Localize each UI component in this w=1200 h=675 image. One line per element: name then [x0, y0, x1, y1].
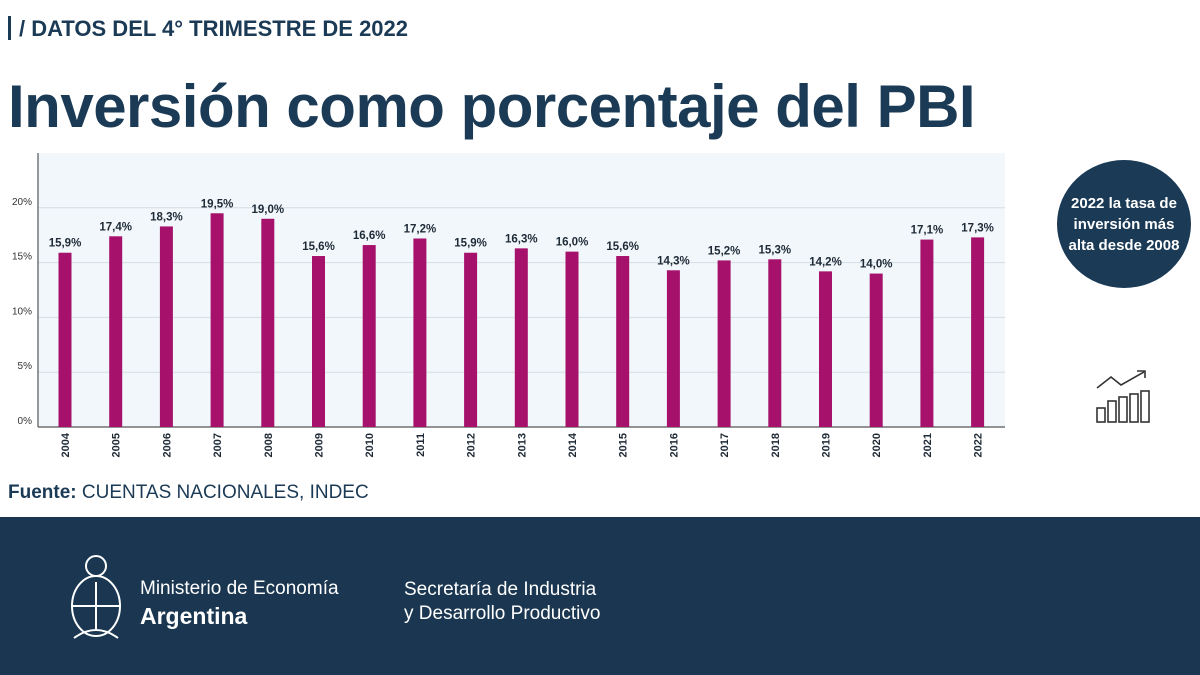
x-tick-label: 2017	[719, 433, 731, 457]
bar-2015	[616, 256, 630, 427]
bar-2008	[261, 218, 275, 427]
x-tick-label: 2022	[973, 433, 985, 457]
bar-2012	[464, 252, 478, 427]
data-label: 15,6%	[302, 241, 335, 253]
kicker-bar	[8, 16, 11, 40]
y-tick-label: 5%	[18, 361, 33, 372]
ministry-country: Argentina	[140, 603, 248, 629]
bar-2007	[210, 213, 224, 427]
data-label: 17,1%	[911, 225, 944, 237]
data-label: 19,5%	[201, 198, 234, 210]
bar-2009	[312, 256, 325, 427]
x-tick-label: 2005	[111, 433, 123, 457]
bar-2019	[819, 271, 832, 427]
growth-chart-icon	[1096, 370, 1150, 423]
secretariat-line1: Secretaría de Industria	[404, 579, 597, 600]
data-label: 16,3%	[505, 233, 538, 245]
source-note: Fuente: CUENTAS NACIONALES, INDEC	[8, 482, 369, 504]
callout-bubble: 2022 la tasa de inversión más alta desde…	[1057, 160, 1191, 288]
x-tick-label: 2009	[314, 433, 326, 457]
x-tick-label: 2021	[922, 433, 934, 457]
source-value: CUENTAS NACIONALES, INDEC	[76, 482, 369, 503]
data-label: 16,6%	[353, 230, 386, 242]
data-label: 17,2%	[404, 223, 437, 235]
ministry-name: Ministerio de Economía	[140, 578, 339, 599]
bar-2011	[413, 238, 427, 427]
x-tick-label: 2016	[668, 433, 680, 457]
x-tick-label: 2013	[516, 433, 528, 457]
data-label: 15,9%	[49, 238, 82, 250]
data-label: 17,4%	[99, 221, 132, 233]
data-label: 19,0%	[251, 204, 284, 216]
x-tick-label: 2018	[770, 433, 782, 457]
bar-2013	[514, 248, 528, 427]
bar-2020	[869, 273, 883, 427]
footer: Ministerio de Economía Argentina Secreta…	[0, 517, 1200, 675]
bar-2006	[159, 226, 173, 427]
secretariat-line2: y Desarrollo Productivo	[404, 603, 601, 624]
bar-2018	[768, 259, 782, 427]
data-label: 14,2%	[809, 256, 842, 268]
data-label: 17,3%	[961, 222, 994, 234]
data-label: 15,3%	[758, 244, 791, 256]
y-tick-label: 20%	[12, 197, 32, 208]
data-label: 15,2%	[708, 245, 741, 257]
data-label: 14,0%	[860, 259, 893, 271]
page-title: Inversión como porcentaje del PBI	[8, 73, 976, 140]
x-tick-label: 2015	[618, 433, 630, 457]
x-tick-label: 2006	[161, 433, 173, 457]
x-tick-label: 2020	[871, 433, 883, 457]
coat-of-arms-icon	[71, 555, 121, 639]
x-tick-label: 2014	[567, 432, 579, 457]
bar-2021	[920, 239, 934, 427]
kicker: / DATOS DEL 4° TRIMESTRE DE 2022	[8, 16, 408, 42]
data-label: 15,9%	[454, 238, 487, 250]
bar-2014	[565, 251, 579, 427]
x-tick-label: 2010	[364, 433, 376, 457]
data-label: 16,0%	[556, 237, 589, 249]
x-tick-label: 2012	[466, 433, 478, 457]
bar-chart: 0% 5% 10% 15% 20% 15,9% 2004 17,4% 2005 18,3% 2006…	[12, 153, 1005, 457]
x-tick-label: 2007	[212, 433, 224, 457]
bar-2004	[58, 252, 72, 427]
x-tick-label: 2008	[263, 433, 275, 457]
y-tick-label: 0%	[18, 416, 33, 427]
kicker-text: / DATOS DEL 4° TRIMESTRE DE 2022	[19, 16, 409, 41]
bar-2022	[971, 237, 985, 427]
data-label: 18,3%	[150, 211, 183, 223]
bar-2016	[666, 270, 680, 427]
data-label: 14,3%	[657, 255, 690, 267]
bar-2005	[109, 236, 123, 427]
callout-text: 2022 la tasa de inversión más alta desde…	[1068, 194, 1180, 254]
bar-2010	[362, 245, 376, 427]
y-tick-label: 10%	[12, 306, 32, 317]
x-tick-label: 2019	[821, 433, 833, 457]
x-tick-label: 2011	[415, 433, 427, 457]
y-tick-label: 15%	[12, 252, 32, 263]
source-label: Fuente:	[8, 482, 77, 503]
data-label: 15,6%	[606, 241, 639, 253]
x-tick-label: 2004	[60, 432, 72, 457]
bar-2017	[717, 260, 731, 427]
